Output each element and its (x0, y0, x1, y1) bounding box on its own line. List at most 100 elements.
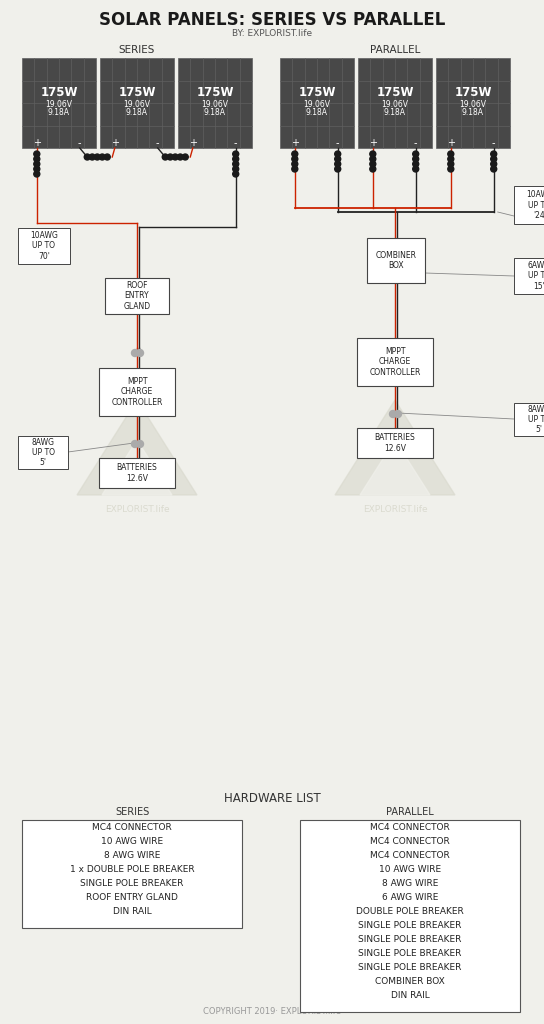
Circle shape (448, 156, 454, 162)
Circle shape (370, 156, 376, 162)
FancyBboxPatch shape (300, 820, 520, 1012)
FancyBboxPatch shape (99, 368, 175, 416)
Text: BY: EXPLORIST.life: BY: EXPLORIST.life (232, 30, 312, 39)
Text: 6 AWG WIRE: 6 AWG WIRE (382, 894, 438, 902)
Circle shape (491, 156, 497, 162)
FancyBboxPatch shape (105, 278, 169, 314)
Circle shape (413, 151, 419, 157)
Text: -: - (77, 138, 81, 148)
Circle shape (292, 166, 298, 172)
Circle shape (34, 156, 40, 162)
Text: DIN RAIL: DIN RAIL (391, 991, 429, 1000)
Circle shape (89, 154, 95, 160)
Circle shape (292, 161, 298, 167)
Text: 175W: 175W (454, 86, 492, 98)
Text: 8 AWG WIRE: 8 AWG WIRE (382, 880, 438, 889)
Circle shape (292, 151, 298, 157)
Circle shape (99, 154, 105, 160)
Text: SINGLE POLE BREAKER: SINGLE POLE BREAKER (358, 922, 462, 931)
FancyBboxPatch shape (22, 58, 96, 148)
Text: EXPLORIST.life: EXPLORIST.life (363, 506, 428, 514)
Text: BATTERIES
12.6V: BATTERIES 12.6V (116, 463, 157, 482)
Text: MPPT
CHARGE
CONTROLLER: MPPT CHARGE CONTROLLER (112, 377, 163, 407)
Circle shape (233, 161, 239, 167)
FancyBboxPatch shape (514, 186, 544, 224)
Text: 19.06V: 19.06V (304, 100, 331, 110)
FancyBboxPatch shape (22, 820, 242, 928)
Circle shape (34, 161, 40, 167)
Text: 175W: 175W (298, 86, 336, 98)
FancyBboxPatch shape (100, 58, 174, 148)
Circle shape (413, 166, 419, 172)
Text: 10AWG
UP TO
70': 10AWG UP TO 70' (30, 231, 58, 261)
Text: -: - (335, 138, 339, 148)
Text: COMBINER BOX: COMBINER BOX (375, 978, 445, 986)
Text: HARDWARE LIST: HARDWARE LIST (224, 792, 320, 805)
Circle shape (413, 161, 419, 167)
Text: +: + (447, 138, 455, 148)
Text: MPPT
CHARGE
CONTROLLER: MPPT CHARGE CONTROLLER (369, 347, 421, 377)
Circle shape (390, 411, 397, 418)
Text: -: - (155, 138, 159, 148)
Text: DIN RAIL: DIN RAIL (113, 907, 151, 916)
Circle shape (335, 156, 341, 162)
Text: 8 AWG WIRE: 8 AWG WIRE (104, 852, 160, 860)
Text: 19.06V: 19.06V (201, 100, 228, 110)
Text: COPYRIGHT 2019· EXPLORIST.life: COPYRIGHT 2019· EXPLORIST.life (203, 1008, 341, 1017)
Text: SINGLE POLE BREAKER: SINGLE POLE BREAKER (358, 964, 462, 973)
Text: SINGLE POLE BREAKER: SINGLE POLE BREAKER (358, 949, 462, 958)
Text: 10 AWG WIRE: 10 AWG WIRE (101, 838, 163, 847)
FancyBboxPatch shape (18, 228, 70, 264)
Text: 175W: 175W (376, 86, 414, 98)
Polygon shape (77, 400, 197, 495)
Circle shape (34, 171, 40, 177)
Text: COMBINER
BOX: COMBINER BOX (375, 251, 417, 270)
Circle shape (413, 156, 419, 162)
FancyBboxPatch shape (357, 428, 433, 458)
FancyBboxPatch shape (514, 403, 544, 436)
Circle shape (491, 151, 497, 157)
Polygon shape (102, 440, 172, 495)
Text: 9.18A: 9.18A (462, 109, 484, 118)
FancyBboxPatch shape (358, 58, 432, 148)
Text: MC4 CONNECTOR: MC4 CONNECTOR (370, 838, 450, 847)
Text: +: + (111, 138, 119, 148)
Text: 9.18A: 9.18A (48, 109, 70, 118)
Circle shape (177, 154, 183, 160)
Text: 19.06V: 19.06V (123, 100, 151, 110)
Circle shape (182, 154, 188, 160)
Circle shape (34, 151, 40, 157)
Text: 8AWG
UP TO
5': 8AWG UP TO 5' (528, 404, 544, 434)
Circle shape (94, 154, 100, 160)
Text: +: + (369, 138, 377, 148)
Text: 10AWG
UP TO
'24': 10AWG UP TO '24' (526, 190, 544, 220)
Circle shape (335, 151, 341, 157)
Text: 175W: 175W (40, 86, 78, 98)
Circle shape (491, 161, 497, 167)
Text: 175W: 175W (196, 86, 234, 98)
Text: +: + (189, 138, 197, 148)
Text: +: + (291, 138, 299, 148)
Text: MC4 CONNECTOR: MC4 CONNECTOR (370, 823, 450, 833)
Text: 9.18A: 9.18A (204, 109, 226, 118)
FancyBboxPatch shape (367, 238, 425, 283)
Circle shape (233, 171, 239, 177)
FancyBboxPatch shape (514, 258, 544, 294)
Circle shape (394, 411, 401, 418)
Polygon shape (335, 400, 455, 495)
FancyBboxPatch shape (18, 436, 68, 469)
Text: -: - (233, 138, 237, 148)
Text: SOLAR PANELS: SERIES VS PARALLEL: SOLAR PANELS: SERIES VS PARALLEL (99, 11, 445, 29)
Circle shape (132, 440, 139, 447)
Polygon shape (360, 440, 430, 495)
Text: 19.06V: 19.06V (381, 100, 409, 110)
FancyBboxPatch shape (357, 338, 433, 386)
FancyBboxPatch shape (99, 458, 175, 488)
Text: -: - (491, 138, 494, 148)
Circle shape (137, 440, 144, 447)
Text: PARALLEL: PARALLEL (386, 807, 434, 817)
Text: SERIES: SERIES (119, 45, 155, 55)
Circle shape (491, 166, 497, 172)
Circle shape (335, 161, 341, 167)
Text: 9.18A: 9.18A (306, 109, 328, 118)
